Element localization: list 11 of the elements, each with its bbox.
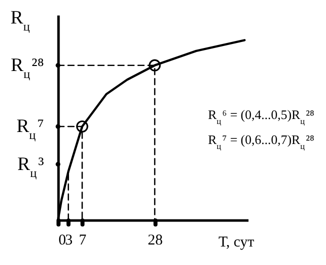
x-tick-label: 0 (58, 232, 66, 248)
x-tick-label: 28 (148, 232, 163, 248)
x-tick-label: 3 (65, 232, 73, 248)
text: R$_{ц}$²⁸ (10, 55, 44, 81)
x-axis-title: Т, сут (218, 234, 255, 250)
annotation: R$_{ц}$⁶ = (0,4...0,5)R$_{ц}$²⁸ (208, 107, 315, 126)
y-axis-title: R$_{ц}$ (10, 8, 30, 34)
text: R$_{ц}$⁷ (16, 116, 44, 142)
text: R$_{ц}$³ (17, 154, 44, 180)
x-tick-label: 7 (78, 232, 87, 248)
annotation: R$_{ц}$⁷ = (0,6...0,7)R$_{ц}$²⁸ (208, 132, 315, 151)
